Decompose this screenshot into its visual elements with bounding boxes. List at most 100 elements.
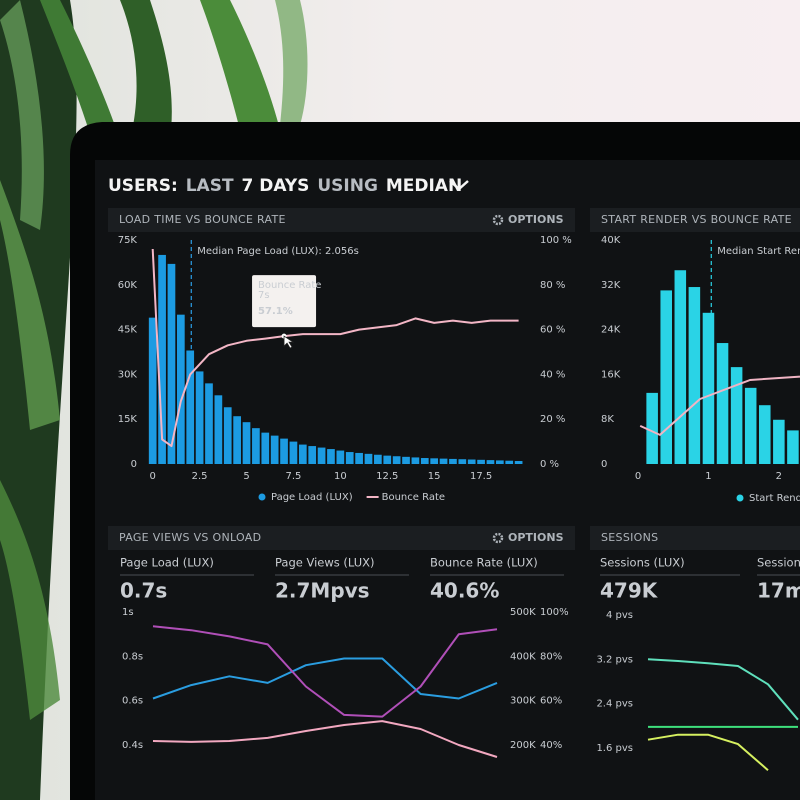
x-tick-label: 5 xyxy=(243,471,249,482)
y-tick-label: 0 xyxy=(131,459,137,470)
y-tick-label: 8K xyxy=(601,414,614,425)
bar xyxy=(186,350,195,464)
line xyxy=(152,625,498,718)
x-tick-label: 0 xyxy=(150,471,156,482)
y2-tick-label: 20 % xyxy=(540,414,565,425)
tooltip-box xyxy=(252,275,317,328)
bar xyxy=(374,454,382,464)
bar xyxy=(702,312,715,464)
median-label: Median Page Load (LUX): 2.056s xyxy=(197,246,359,257)
y-tick-label: 0.4s xyxy=(122,740,143,751)
x-tick-label: 2.5 xyxy=(192,471,208,482)
bar xyxy=(430,458,439,464)
bar xyxy=(289,441,298,464)
line xyxy=(647,733,769,771)
gear-icons xyxy=(492,214,504,544)
x-tick-label: 17.5 xyxy=(470,471,492,482)
bar xyxy=(364,453,373,464)
bar xyxy=(195,371,204,464)
bar xyxy=(449,458,457,464)
bar xyxy=(744,387,757,464)
bar xyxy=(514,461,523,464)
panel-title: LOAD TIME VS BOUNCE RATE xyxy=(119,213,286,226)
line xyxy=(152,720,498,758)
title-part: USING xyxy=(317,176,378,196)
bar xyxy=(420,458,429,464)
kpi-value: 40.6% xyxy=(430,579,499,603)
bar xyxy=(758,405,771,464)
legend-swatch xyxy=(736,494,744,502)
y-tick-label: 24K xyxy=(601,325,621,336)
bar xyxy=(148,317,157,464)
kpi-label: Page Views (LUX) xyxy=(275,556,375,570)
y-tick-label: 32K xyxy=(601,280,621,291)
kpi-value: 0.7s xyxy=(120,579,167,603)
line xyxy=(647,658,799,721)
bar xyxy=(158,254,166,464)
y-tick-label: 3.2 pvs xyxy=(596,654,633,665)
bar xyxy=(242,422,251,464)
bar xyxy=(223,407,232,464)
bar xyxy=(458,459,467,464)
bar xyxy=(674,270,687,464)
bar xyxy=(716,343,729,464)
options-button[interactable]: OPTIONS xyxy=(508,213,564,226)
y-tick-label: 45K xyxy=(118,325,138,336)
bar xyxy=(327,449,335,464)
bar xyxy=(336,450,345,464)
y3-tick-label: 40% xyxy=(540,740,562,751)
title-part: MEDIAN xyxy=(386,176,462,196)
bar xyxy=(355,452,363,464)
legend-label: Start Rende xyxy=(749,493,800,504)
line xyxy=(152,657,498,700)
kpi-value: 17m xyxy=(757,579,800,603)
bar xyxy=(214,395,223,464)
median-label: Median Start Rende xyxy=(717,246,800,257)
y-tick-label: 60K xyxy=(118,280,138,291)
bar xyxy=(773,419,785,464)
y-tick-label: 16K xyxy=(601,369,621,380)
x-tick-label: 7.5 xyxy=(285,471,301,482)
x-tick-label: 2 xyxy=(776,471,782,482)
y3-tick-label: 80% xyxy=(540,651,562,662)
y3-tick-label: 100% xyxy=(540,607,569,618)
bar xyxy=(252,428,260,464)
bar xyxy=(660,290,673,464)
kpi-value: 2.7Mpvs xyxy=(275,579,370,603)
bar xyxy=(730,367,743,464)
y2-tick-label: 500K xyxy=(510,607,536,618)
bar xyxy=(392,456,401,464)
cursor xyxy=(283,335,295,349)
bar xyxy=(486,460,495,464)
dropdown-chevron[interactable] xyxy=(449,180,469,191)
panel-title: PAGE VIEWS VS ONLOAD xyxy=(119,531,261,544)
bar xyxy=(496,460,504,464)
y-tick-label: 40K xyxy=(601,235,621,246)
y2-tick-label: 100 % xyxy=(540,235,572,246)
bar xyxy=(439,458,448,464)
tooltip-title: Bounce Rate xyxy=(258,280,321,291)
panel-title: START RENDER VS BOUNCE RATE xyxy=(601,213,792,226)
title-part: USERS: xyxy=(108,176,178,196)
bar xyxy=(467,459,476,464)
y-tick-label: 15K xyxy=(118,414,138,425)
screen xyxy=(95,160,800,800)
bar xyxy=(176,314,185,464)
kpi-value: 479K xyxy=(600,579,659,603)
y-tick-label: 0.8s xyxy=(122,651,143,662)
bar xyxy=(261,432,270,464)
y2-tick-label: 300K xyxy=(510,696,536,707)
bar xyxy=(298,444,307,464)
tooltip-value: 57.1% xyxy=(258,306,293,317)
bar xyxy=(787,430,799,464)
y-tick-label: 1s xyxy=(122,607,134,618)
kpi-label: Page Load (LUX) xyxy=(120,556,214,570)
options-button[interactable]: OPTIONS xyxy=(508,531,564,544)
bar xyxy=(317,447,326,464)
title-part: LAST xyxy=(186,176,234,196)
y-tick-label: 30K xyxy=(118,369,138,380)
y2-tick-label: 40 % xyxy=(540,369,565,380)
legend-label: Page Load (LUX) xyxy=(271,492,353,503)
bar xyxy=(345,452,354,464)
